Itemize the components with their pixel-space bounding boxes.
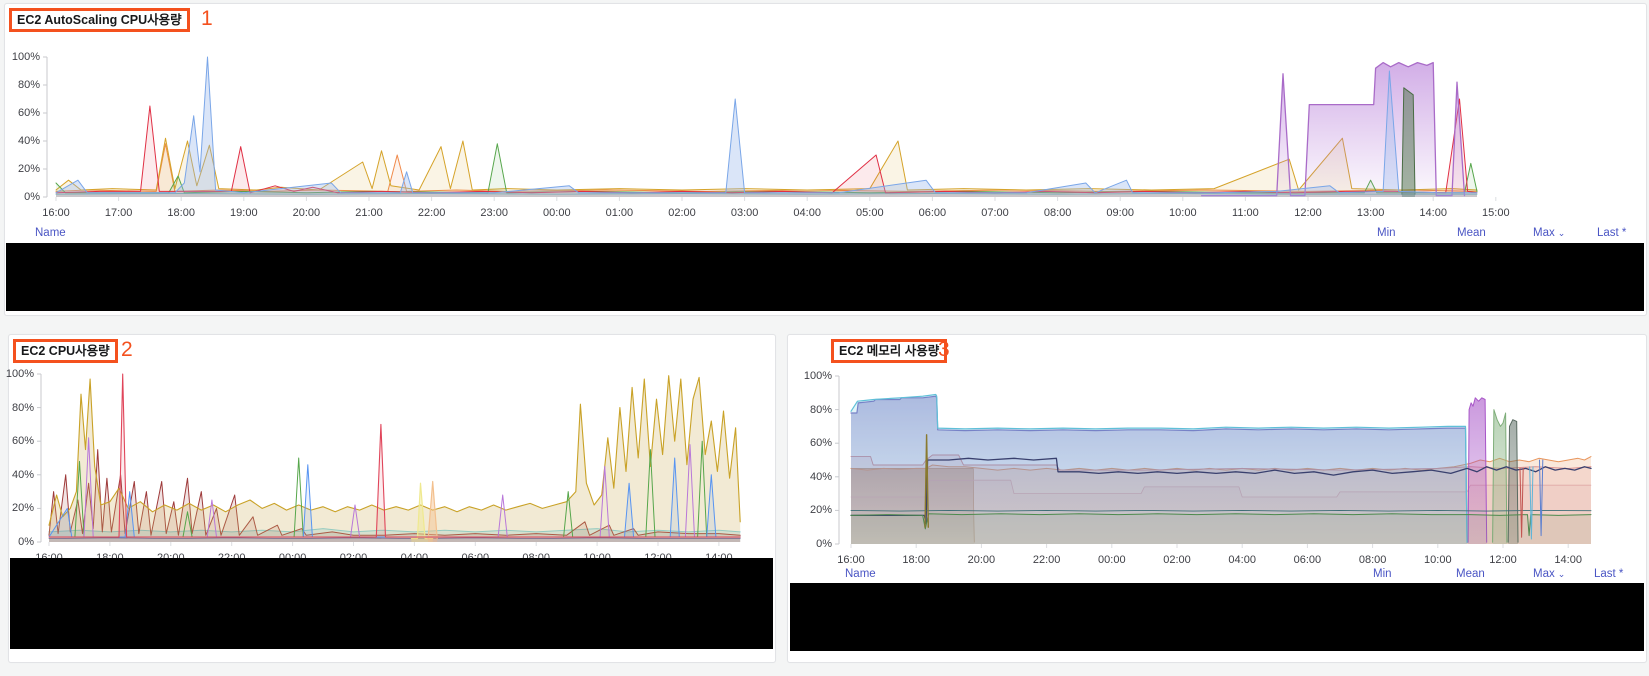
y-axis-label: 60% [11,435,34,448]
panel-ec2-memory: EC2 메모리 사용량 3 100% 80% 60% 40% 20% 0% 16:00 18:… [787,334,1647,663]
x-axis-label: 12:00 [1489,554,1517,566]
x-axis-label: 09:00 [1106,207,1134,219]
redacted-legend-area [790,583,1644,651]
x-axis-label: 02:00 [1163,554,1191,566]
x-axis-label: 14:00 [1419,207,1447,219]
panel-title[interactable]: EC2 CPU사용량 [21,344,110,358]
chevron-down-icon: ⌄ [1557,569,1566,579]
x-axis-label: 16:00 [42,207,70,219]
panel-ec2-cpu: EC2 CPU사용량 2 100%80%60%40%20%0%16:0018:0… [6,334,776,663]
x-axis-label: 22:00 [417,207,446,219]
x-axis-label: 23:00 [480,207,508,219]
chevron-down-icon: ⌄ [1557,228,1566,238]
y-axis-label: 20% [17,163,40,175]
x-axis-label: 11:00 [1232,207,1259,219]
x-axis-label: 10:00 [1424,554,1452,566]
y-axis-label: 100% [5,368,34,380]
x-axis-label: 17:00 [104,207,133,219]
legend-col-last[interactable]: Last * [1597,227,1627,239]
y-axis-label: 0% [18,536,34,548]
legend-col-last[interactable]: Last * [1594,568,1624,580]
y-axis-label: 100% [11,51,40,63]
legend-col-max[interactable]: Max ⌄ [1533,568,1565,580]
chart-area[interactable]: 100% 80% 60% 40% 20% 0% 16:00 17:00 18:00 19:00 20… [12,51,1641,219]
y-axis-label: 40% [17,135,40,147]
x-axis-label: 06:00 [918,207,947,219]
y-axis-label: 0% [24,191,40,203]
x-axis-label: 05:00 [856,207,884,219]
annotation-number: 3 [938,338,950,361]
x-axis-label: 20:00 [967,554,996,566]
annotation-number: 2 [121,338,133,361]
y-axis-label: 40% [809,470,832,483]
x-axis-label: 20:00 [292,207,321,219]
x-axis-label: 10:00 [1169,207,1197,219]
panel-title[interactable]: EC2 AutoScaling CPU사용량 [17,13,182,27]
x-axis-label: 18:00 [167,207,195,219]
y-axis-label: 60% [17,107,40,119]
x-axis-label: 04:00 [793,207,821,219]
x-axis-label: 19:00 [230,207,258,219]
panel-ec2-autoscaling-cpu: EC2 AutoScaling CPU사용량 1 100% 80% 60% 40% 20… [4,3,1647,316]
redacted-legend-area [10,558,773,649]
panel-title-annotation-box: EC2 AutoScaling CPU사용량 [9,8,190,32]
x-axis-label: 06:00 [1293,554,1322,566]
annotation-number: 1 [201,7,213,30]
legend-col-min[interactable]: Min [1373,568,1392,580]
x-axis-label: 18:00 [902,554,930,566]
y-axis-label: 0% [816,538,832,550]
chart-area[interactable]: 100%80%60%40%20%0%16:0018:0020:0022:0000… [6,368,749,564]
x-axis-label: 00:00 [543,207,571,219]
x-axis-label: 00:00 [1098,554,1126,566]
panel-title-annotation-box: EC2 메모리 사용량 [831,339,948,363]
legend-col-min[interactable]: Min [1377,227,1396,239]
x-axis-label: 12:00 [1294,207,1322,219]
redacted-legend-area [6,243,1644,311]
y-axis-label: 20% [11,502,34,515]
y-axis-label: 40% [11,468,34,481]
y-axis-label: 100% [803,370,832,382]
y-axis-label: 20% [809,504,832,517]
legend-col-max[interactable]: Max ⌄ [1533,227,1565,239]
x-axis-label: 08:00 [1358,554,1387,566]
panel-title-annotation-box: EC2 CPU사용량 [13,339,118,363]
legend-col-max-label: Max [1533,568,1555,580]
y-axis-label: 80% [809,403,832,416]
x-axis-label: 14:00 [1554,554,1582,566]
x-axis-label: 02:00 [668,207,696,219]
x-axis-label: 03:00 [730,207,759,219]
legend-col-name[interactable]: Name [845,568,876,580]
x-axis-label: 07:00 [981,207,1009,219]
y-axis-label: 80% [17,79,40,91]
legend-col-name[interactable]: Name [35,227,66,239]
x-axis-label: 21:00 [355,207,383,219]
x-axis-label: 04:00 [1228,554,1256,566]
x-axis-label: 13:00 [1356,207,1385,219]
panel-title[interactable]: EC2 메모리 사용량 [839,344,940,358]
x-axis-label: 08:00 [1043,207,1072,219]
chart-area[interactable]: 100% 80% 60% 40% 20% 0% 16:00 18:00 20:00 22:00 00… [804,370,1611,566]
x-axis-label: 22:00 [1032,554,1061,566]
x-axis-label: 01:00 [605,207,634,219]
y-axis-label: 80% [11,401,34,414]
legend-col-max-label: Max [1533,227,1555,239]
legend-col-mean[interactable]: Mean [1456,568,1485,580]
x-axis-label: 16:00 [837,554,865,566]
y-axis-label: 60% [809,437,832,450]
legend-col-mean[interactable]: Mean [1457,227,1486,239]
x-axis-label: 15:00 [1482,207,1510,219]
